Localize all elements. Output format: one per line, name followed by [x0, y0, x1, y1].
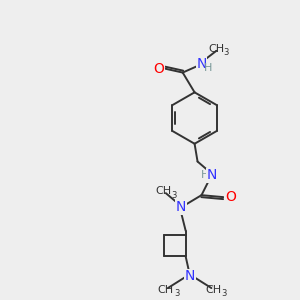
Text: N: N — [176, 200, 186, 214]
Text: O: O — [225, 190, 236, 204]
Text: CH: CH — [205, 285, 221, 295]
Text: H: H — [204, 63, 213, 73]
Text: 3: 3 — [174, 289, 179, 298]
Text: 3: 3 — [222, 289, 227, 298]
Text: CH: CH — [158, 285, 174, 295]
Text: CH: CH — [208, 44, 224, 54]
Text: N: N — [184, 269, 195, 283]
Text: 3: 3 — [171, 190, 176, 200]
Text: N: N — [196, 57, 207, 71]
Text: O: O — [154, 61, 164, 76]
Text: CH: CH — [156, 186, 172, 196]
Text: N: N — [206, 168, 217, 182]
Text: 3: 3 — [224, 48, 229, 57]
Text: H: H — [201, 170, 210, 180]
